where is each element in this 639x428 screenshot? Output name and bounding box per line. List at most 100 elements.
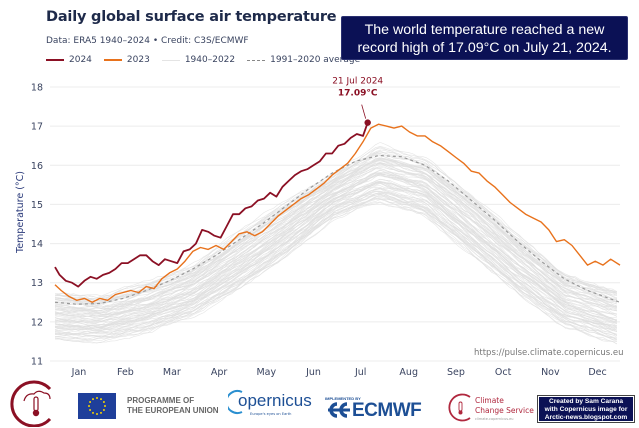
footer-logos: PROGRAMME OF THE EUROPEAN UNION opernicu… (0, 375, 639, 428)
line-year-1940-2022 (54, 153, 618, 304)
x-tick-labels: Jan Feb Mar Apr May Jun Jul Aug Sep Oct Nov Dec (71, 367, 607, 378)
line-1991-2020-average (54, 154, 621, 305)
c3s-url: climate.copernicus.eu (475, 417, 514, 421)
source-url[interactable]: https://pulse.climate.copernicus.eu (474, 348, 624, 358)
ecmwf-implemented-label: IMPLEMENTED BY (325, 396, 361, 401)
x-tick-label: Jul (354, 367, 366, 378)
eu-programme-text: PROGRAMME OF THE EUROPEAN UNION (127, 396, 219, 416)
eu-text-line-2: THE EUROPEAN UNION (127, 406, 219, 415)
line-year-1940-2022 (54, 174, 617, 322)
record-annotation: 21 Jul 2024 17.09°C (332, 77, 383, 126)
eu-star (102, 401, 105, 403)
x-tick-label: Nov (541, 367, 560, 378)
line-year-1940-2022 (54, 190, 617, 332)
c3s-logo-text: Climate Change Service (475, 396, 534, 416)
y-axis-label: Temperature (°C) (15, 171, 26, 254)
copernicus-logo-text: opernicus (238, 391, 312, 410)
gridlines (50, 86, 620, 362)
line-2024 (54, 122, 369, 288)
line-year-1940-2022 (54, 172, 618, 316)
banner-line-2: record high of 17.09°C on July 21, 2024. (357, 40, 612, 56)
x-tick-label: Feb (117, 367, 134, 378)
eu-star (92, 398, 94, 401)
line-year-1940-2022 (54, 158, 617, 305)
y-tick-label: 11 (31, 357, 43, 368)
legend: 2024 2023 1940–2022 1991–2020 average (46, 55, 366, 65)
ecmwf-waves-icon (328, 402, 350, 418)
legend-label: 2024 (69, 55, 92, 65)
legend-swatch-average (247, 59, 266, 61)
x-tick-label: Sep (447, 367, 465, 378)
credit-line-3: Arctic-news.blogspot.com (544, 414, 628, 422)
y-tick-label: 15 (31, 200, 43, 211)
line-year-1940-2022 (54, 162, 618, 312)
eu-star (104, 405, 106, 407)
line-year-1940-2022 (54, 188, 618, 332)
credit-line-2: with Copernicus image for (544, 406, 628, 414)
eu-star (100, 411, 102, 414)
c3s-line-2: Change Service (475, 406, 534, 415)
y-tick-label: 17 (31, 122, 43, 133)
line-year-1940-2022 (54, 182, 618, 328)
copernicus-tagline: Europe's eyes on Earth (250, 412, 292, 416)
chart-subtitle: Data: ERA5 1940–2024 • Credit: C3S/ECMWF (46, 36, 249, 46)
line-year-1940-2022 (54, 162, 618, 310)
legend-item-2024: 2024 (46, 55, 92, 65)
legend-item-average: 1991–2020 average (247, 55, 360, 65)
credit-line-1: Created by Sam Carana (548, 398, 624, 405)
series-1940-2022 (54, 142, 618, 345)
eu-star (89, 409, 92, 411)
line-year-1940-2022 (54, 187, 617, 331)
legend-item-2023: 2023 (103, 55, 150, 65)
annotation-leader-line (361, 104, 367, 119)
annotation-date: 21 Jul 2024 (332, 77, 383, 87)
chart-title: Daily global surface air temperature (46, 9, 337, 25)
legend-label: 1940–2022 (184, 55, 236, 65)
line-year-1940-2022 (54, 151, 617, 301)
banner-line-1: The world temperature reached a new (364, 22, 605, 38)
c3s-small-logo-icon (448, 393, 471, 422)
c3s-thermometer-logo-icon (10, 380, 52, 427)
creator-credit-box: Created by Sam Carana with Copernicus im… (537, 395, 635, 423)
record-point-marker (364, 119, 371, 126)
legend-swatch-2023 (103, 59, 122, 61)
eu-star (100, 398, 102, 401)
x-tick-label: Mar (163, 367, 181, 378)
y-tick-label: 12 (31, 317, 43, 328)
legend-label: 2023 (126, 55, 150, 65)
line-year-1940-2022 (54, 159, 617, 312)
line-year-1940-2022 (54, 173, 618, 319)
eu-star (88, 405, 90, 407)
x-tick-label: Oct (495, 367, 512, 378)
eu-stars-icon (88, 397, 106, 415)
legend-swatch-2024 (46, 59, 64, 61)
line-2023 (54, 123, 621, 303)
line-year-1940-2022 (54, 172, 617, 316)
x-tick-label: Dec (588, 367, 606, 378)
legend-item-1940-2022: 1940–2022 (161, 55, 236, 65)
annotation-value: 17.09°C (338, 89, 378, 99)
line-year-1940-2022 (54, 193, 617, 338)
line-year-1940-2022 (54, 179, 617, 327)
legend-swatch-1940-2022 (161, 59, 180, 61)
ecmwf-logo-text: ECMWF (352, 400, 422, 421)
y-tick-labels: 11 12 13 14 15 16 17 18 (31, 83, 43, 368)
legend-label: 1991–2020 average (270, 55, 361, 65)
eu-star (92, 411, 94, 414)
eu-star (102, 409, 105, 411)
c3s-line-1: Climate (475, 396, 504, 405)
copernicus-c-icon (228, 390, 243, 414)
eu-text-line-1: PROGRAMME OF (127, 396, 195, 405)
x-tick-label: Aug (399, 367, 418, 378)
record-banner: The world temperature reached a new reco… (341, 16, 628, 60)
y-tick-label: 18 (31, 83, 43, 94)
line-year-1940-2022 (54, 160, 617, 307)
y-tick-label: 16 (31, 161, 43, 172)
line-year-1940-2022 (54, 161, 617, 309)
y-tick-label: 13 (31, 278, 43, 289)
series-lines (54, 122, 621, 305)
line-year-1940-2022 (54, 198, 618, 344)
x-tick-label: May (256, 367, 276, 378)
x-tick-label: Jan (71, 367, 87, 378)
